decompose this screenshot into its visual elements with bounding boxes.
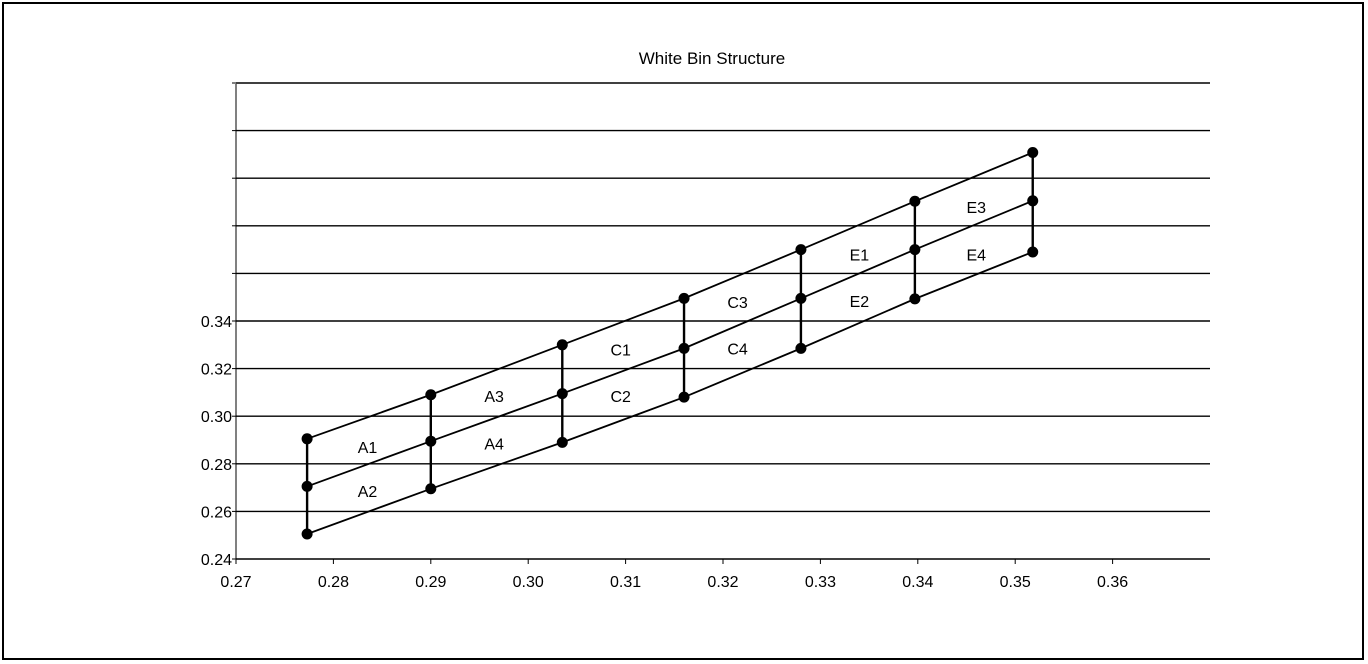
chart-title: White Bin Structure	[639, 49, 785, 68]
bin-label-a2: A2	[358, 484, 378, 501]
bin-corner-point	[556, 436, 568, 448]
bin-corner-points	[301, 146, 1039, 540]
bin-corner-point	[301, 528, 313, 540]
gridlines	[236, 82, 1210, 560]
bin-corner-point	[425, 483, 437, 495]
bin-corner-point	[1027, 246, 1039, 258]
bin-outline-line	[306, 251, 1034, 535]
x-tick-label: 0.36	[1097, 574, 1128, 591]
x-tick-label: 0.34	[902, 574, 933, 591]
bin-label-c2: C2	[611, 389, 632, 406]
bin-corner-point	[556, 339, 568, 351]
bin-label-a1: A1	[358, 440, 378, 457]
bin-label-a3: A3	[484, 389, 504, 406]
bin-label-c3: C3	[727, 295, 748, 312]
x-tick-label: 0.35	[1000, 574, 1031, 591]
x-tick-label: 0.28	[318, 574, 349, 591]
bin-corner-point	[1027, 195, 1039, 207]
y-tick-label: 0.34	[201, 314, 232, 331]
bin-label-a4: A4	[484, 437, 504, 454]
y-tick-label: 0.26	[201, 504, 232, 521]
bin-label-e2: E2	[850, 294, 870, 311]
bin-corner-point	[909, 293, 921, 305]
y-tick-label: 0.32	[201, 362, 232, 379]
bin-label-e1: E1	[850, 247, 870, 264]
bin-label-e3: E3	[966, 200, 986, 217]
x-tick-label: 0.30	[513, 574, 544, 591]
bin-corner-point	[301, 433, 313, 445]
bin-dividers	[305, 152, 1034, 535]
bin-outline-line	[306, 199, 1034, 488]
y-tick-label: 0.30	[201, 409, 232, 426]
bin-corner-point	[556, 388, 568, 400]
bin-corner-point	[1027, 146, 1039, 158]
bin-label-e4: E4	[966, 247, 986, 264]
bin-corner-point	[678, 391, 690, 403]
bin-corner-point	[678, 292, 690, 304]
bin-corner-point	[795, 244, 807, 256]
x-tick-label: 0.31	[610, 574, 641, 591]
bin-labels: A1 A2 A3 A4 C1 C2 C3 C4 E1 E2 E3 E4	[358, 200, 986, 501]
bin-corner-point	[301, 480, 313, 492]
tick-labels: 0.24 0.26 0.28 0.30 0.32 0.34 0.27 0.28 0.29 0.30…	[201, 314, 1128, 591]
axes	[232, 82, 1114, 564]
bin-corner-point	[795, 342, 807, 354]
bin-corner-point	[425, 389, 437, 401]
bin-corner-point	[678, 342, 690, 354]
bin-label-c1: C1	[611, 343, 632, 360]
bin-corner-point	[425, 435, 437, 447]
x-tick-label: 0.29	[415, 574, 446, 591]
bin-corner-point	[909, 195, 921, 207]
y-tick-label: 0.24	[201, 552, 232, 569]
bin-outline-series	[306, 151, 1034, 535]
bin-corner-point	[909, 244, 921, 256]
x-tick-label: 0.27	[220, 574, 251, 591]
y-tick-label: 0.28	[201, 457, 232, 474]
x-tick-label: 0.32	[707, 574, 738, 591]
x-tick-label: 0.33	[805, 574, 836, 591]
bin-label-c4: C4	[727, 341, 748, 358]
bin-corner-point	[795, 292, 807, 304]
